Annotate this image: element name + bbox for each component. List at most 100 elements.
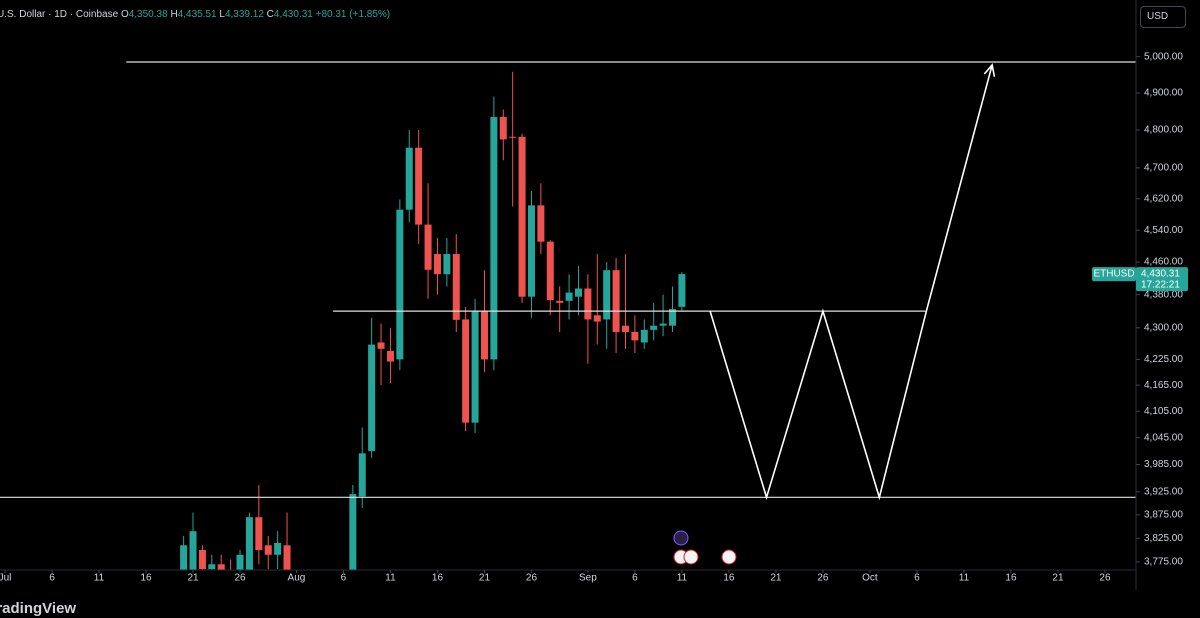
candle-body bbox=[462, 319, 470, 423]
candle-body bbox=[245, 517, 253, 570]
candle-body bbox=[264, 545, 272, 555]
arrow-head bbox=[983, 63, 996, 77]
x-tick-label: 16 bbox=[140, 573, 152, 584]
y-tick-label: 4,165.00 bbox=[1144, 380, 1183, 391]
event-icon[interactable] bbox=[721, 549, 737, 565]
candle-body bbox=[377, 342, 385, 349]
candle-body bbox=[621, 325, 629, 332]
candle-body bbox=[180, 545, 188, 570]
y-tick-label: 4,225.00 bbox=[1144, 354, 1183, 365]
candle-body bbox=[678, 274, 686, 307]
candle-body bbox=[424, 224, 432, 270]
x-tick-label: Jul bbox=[0, 573, 11, 584]
candle-body bbox=[631, 331, 639, 341]
x-tick-label: 26 bbox=[526, 573, 538, 584]
candle-body bbox=[452, 254, 460, 320]
candle-body bbox=[349, 494, 357, 570]
x-tick-label: 6 bbox=[632, 573, 638, 584]
y-tick-label: 3,985.00 bbox=[1144, 459, 1183, 470]
candle-body bbox=[650, 325, 658, 330]
y-tick-label: 4,045.00 bbox=[1144, 432, 1183, 443]
x-tick-label: Aug bbox=[288, 573, 306, 584]
candle-body bbox=[189, 531, 197, 570]
y-tick-label: 4,540.00 bbox=[1144, 225, 1183, 236]
change: +80.31 (+1.85%) bbox=[315, 9, 391, 20]
ohlc-value: 4,430.31 bbox=[273, 9, 313, 20]
candle-body bbox=[584, 288, 592, 320]
candle-body bbox=[537, 205, 545, 242]
y-tick-label: 5,000.00 bbox=[1144, 51, 1183, 62]
x-tick-label: 16 bbox=[723, 573, 735, 584]
candle-body bbox=[405, 147, 413, 210]
candle-body bbox=[396, 209, 404, 360]
x-tick-label: 6 bbox=[341, 573, 347, 584]
price-tag bbox=[1136, 267, 1188, 292]
symbol-name: U.S. Dollar · 1D · Coinbase bbox=[0, 9, 119, 20]
candle-body bbox=[603, 270, 611, 320]
candle-body bbox=[640, 329, 648, 343]
candle-body bbox=[659, 323, 667, 326]
x-tick-label: 16 bbox=[432, 573, 444, 584]
candle-body bbox=[546, 241, 554, 300]
ohlc-value: 4,339.12 bbox=[224, 9, 264, 20]
brand: TradingView bbox=[0, 600, 77, 617]
candle-body bbox=[612, 270, 620, 332]
candle-body bbox=[490, 116, 498, 360]
symbol-tag bbox=[1092, 267, 1136, 282]
candle-body bbox=[556, 300, 564, 303]
event-icon[interactable] bbox=[683, 549, 699, 565]
candle-body bbox=[574, 288, 582, 297]
x-tick-label: 21 bbox=[1052, 573, 1064, 584]
candle-body bbox=[283, 545, 291, 570]
candle-body bbox=[471, 311, 479, 423]
countdown-text: 17:22:21 bbox=[1141, 280, 1180, 291]
y-tick-label: 3,925.00 bbox=[1144, 486, 1183, 497]
symbol-header: U.S. Dollar · 1D · Coinbase O4,350.38 H4… bbox=[0, 9, 390, 20]
candle-body bbox=[433, 254, 441, 275]
y-tick-label: 4,300.00 bbox=[1144, 322, 1183, 333]
ohlc-label: H bbox=[170, 9, 178, 20]
currency-button[interactable]: USD bbox=[1140, 6, 1186, 28]
x-tick-label: Sep bbox=[579, 573, 597, 584]
y-tick-label: 4,700.00 bbox=[1144, 163, 1183, 174]
candle-body bbox=[198, 550, 206, 570]
candle-body bbox=[499, 116, 507, 140]
candle-body bbox=[368, 344, 376, 452]
x-tick-label: 6 bbox=[914, 573, 920, 584]
x-tick-label: 11 bbox=[94, 573, 105, 584]
candle-body bbox=[208, 564, 216, 570]
x-tick-label: 21 bbox=[187, 573, 199, 584]
x-tick-label: 21 bbox=[479, 573, 491, 584]
candle-body bbox=[480, 311, 488, 360]
y-tick-label: 4,105.00 bbox=[1144, 406, 1183, 417]
projection-path bbox=[709, 64, 993, 501]
price-tag-text: 4,430.31 bbox=[1141, 269, 1180, 280]
x-tick-label: Oct bbox=[862, 573, 878, 584]
candle-body bbox=[509, 136, 517, 138]
x-tick-label: 6 bbox=[49, 573, 55, 584]
x-tick-label: 21 bbox=[770, 573, 782, 584]
candle-body bbox=[358, 453, 366, 497]
x-tick-label: 11 bbox=[385, 573, 396, 584]
symbol-tag-text: ETHUSD bbox=[1093, 269, 1134, 280]
candle-body bbox=[236, 554, 244, 570]
event-icon[interactable] bbox=[673, 530, 689, 546]
candle-body bbox=[415, 147, 423, 225]
candle-body bbox=[217, 564, 225, 570]
candle-body bbox=[518, 136, 526, 297]
y-tick-label: 3,775.00 bbox=[1144, 557, 1183, 568]
x-tick-label: 26 bbox=[817, 573, 829, 584]
candle-body bbox=[274, 542, 282, 555]
ohlc-value: 4,435.51 bbox=[177, 9, 217, 20]
candle-body bbox=[527, 205, 535, 297]
x-tick-label: 26 bbox=[1099, 573, 1111, 584]
ohlc-label: O bbox=[120, 9, 129, 20]
y-tick-label: 4,900.00 bbox=[1144, 88, 1183, 99]
x-tick-label: 11 bbox=[959, 573, 970, 584]
ohlc-value: 4,350.38 bbox=[128, 9, 168, 20]
y-tick-label: 4,620.00 bbox=[1144, 193, 1183, 204]
candle-body bbox=[668, 309, 676, 326]
y-tick-label: 4,460.00 bbox=[1144, 257, 1183, 268]
candle-body bbox=[227, 571, 234, 578]
